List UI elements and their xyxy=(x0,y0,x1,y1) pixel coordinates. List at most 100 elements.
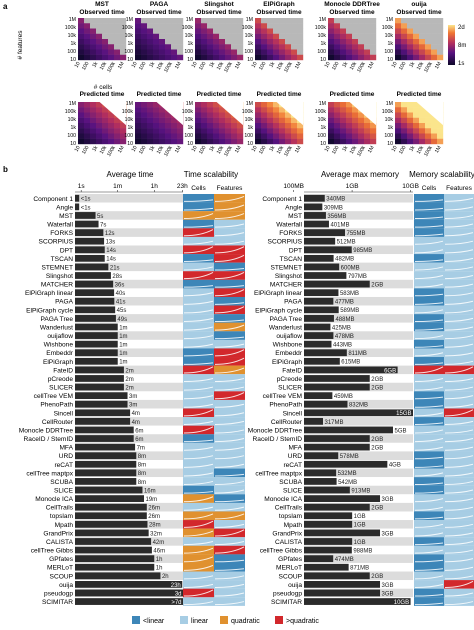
scalability-curve xyxy=(444,420,474,425)
scalability-cell xyxy=(444,545,474,555)
bar-value-label: 755MB xyxy=(347,231,366,237)
heatmap-cell xyxy=(165,112,172,118)
scalability-curve xyxy=(214,271,245,280)
scalability-curve xyxy=(414,482,444,486)
heatmap-cell xyxy=(102,133,109,139)
heatmap-cell xyxy=(401,54,408,61)
heatmap-cell xyxy=(261,128,268,134)
heatmap-cell-missing xyxy=(108,23,115,29)
y-tick-label: 100k xyxy=(122,25,134,31)
heatmap-cell-missing xyxy=(96,18,103,24)
method-name: Waterfall xyxy=(276,222,302,229)
heatmap-cell xyxy=(135,39,142,45)
heatmap-cell-missing xyxy=(231,33,238,40)
scalability-cell xyxy=(183,236,214,246)
x-tick-label: 100k xyxy=(163,61,174,74)
scalability-cell xyxy=(214,520,245,529)
y-tick-label: 10 xyxy=(70,141,76,147)
heatmap-cell xyxy=(431,128,438,134)
bar-value-label: 340MB xyxy=(326,197,345,203)
heatmap-cell xyxy=(90,128,97,134)
heatmap-cell xyxy=(273,44,280,50)
scalability-curve xyxy=(214,546,245,554)
heatmap-cell xyxy=(346,107,353,113)
scalability-curve xyxy=(444,601,474,606)
scalability-curve xyxy=(214,438,245,443)
heatmap-cell xyxy=(401,23,408,29)
bar xyxy=(75,297,115,305)
heatmap-cell-missing xyxy=(225,28,232,34)
scalability-cell xyxy=(214,580,245,589)
heatmap-cell xyxy=(225,133,232,139)
row-stripe xyxy=(304,511,413,521)
bar-panel-title: Average time xyxy=(107,170,155,179)
y-tick-label: 1k xyxy=(248,125,254,131)
x-tick-label: 1M xyxy=(367,145,376,154)
y-tick-label: 1M xyxy=(186,101,193,107)
heatmap-cell xyxy=(195,107,202,113)
heatmap-cell xyxy=(171,133,178,139)
heatmap-cell xyxy=(291,128,298,134)
heatmap-cell-missing xyxy=(291,28,298,34)
scalability-cell xyxy=(183,537,214,546)
row-stripe xyxy=(75,228,183,237)
method-name: TSCAN xyxy=(51,256,74,263)
y-tick-label: 1k xyxy=(128,125,134,131)
heatmap-cell xyxy=(340,102,347,108)
heatmap-cell-missing xyxy=(207,18,214,24)
y-tick-label: 100k xyxy=(382,25,394,31)
scalability-curve xyxy=(214,463,245,468)
scalability-curve xyxy=(214,403,245,408)
method-name: MST xyxy=(288,213,302,220)
method-name: FateID xyxy=(282,367,302,374)
scalability-curve xyxy=(183,506,214,511)
scalability-cell xyxy=(183,408,214,418)
method-name: Slingshot xyxy=(46,273,73,280)
heatmap-cell xyxy=(401,133,408,139)
heatmap-cell-missing xyxy=(358,39,365,45)
heatmap-cell xyxy=(177,54,184,61)
y-tick-label: 100 xyxy=(244,49,253,55)
y-tick-label: 1M xyxy=(186,17,193,23)
heatmap-cell xyxy=(297,138,304,145)
heatmap-cell xyxy=(364,123,371,129)
heatmap-cell-missing xyxy=(165,39,172,45)
y-tick-label: 100 xyxy=(384,49,393,55)
bar-value-label: 985MB xyxy=(353,248,372,254)
heatmap-cell xyxy=(135,128,142,134)
heatmap-cell xyxy=(437,128,444,134)
heatmap-cell-missing xyxy=(297,44,304,50)
scalability-cell xyxy=(414,296,444,306)
heatmap-cell xyxy=(231,138,238,145)
heatmap-cell-missing xyxy=(431,18,438,24)
scalability-curve xyxy=(183,556,214,563)
heatmap-cell xyxy=(195,44,202,50)
scalability-curve xyxy=(214,429,245,434)
heatmap-cell xyxy=(84,102,91,108)
legend-swatch xyxy=(220,616,228,624)
heatmap-cell xyxy=(279,123,286,129)
heatmap-cell xyxy=(207,133,214,139)
scalability-cell xyxy=(214,314,245,323)
heatmap-cell xyxy=(201,33,208,40)
axis-tick-label: 10GB xyxy=(402,183,419,190)
heatmap-cell-missing xyxy=(237,33,244,40)
x-tick-label: 1k xyxy=(408,145,416,153)
bar xyxy=(75,529,149,537)
heatmap-cell xyxy=(285,117,292,124)
heatmap-cell xyxy=(108,123,115,129)
heatmap-cell xyxy=(437,133,444,139)
heatmap-cell xyxy=(364,133,371,139)
heatmap-cell xyxy=(141,102,148,108)
observed-title: Observed time xyxy=(79,9,125,16)
heatmap-cell xyxy=(102,138,109,145)
heatmap-cell xyxy=(358,112,365,118)
heatmap-cell-missing xyxy=(225,33,232,40)
heatmap-cell xyxy=(225,117,232,124)
heatmap-cell xyxy=(419,44,426,50)
bar xyxy=(75,340,118,348)
x-tick-label: 10 xyxy=(251,145,259,153)
bar xyxy=(304,212,326,219)
heatmap-cell xyxy=(96,54,103,61)
y-tick-label: 10 xyxy=(127,141,133,147)
